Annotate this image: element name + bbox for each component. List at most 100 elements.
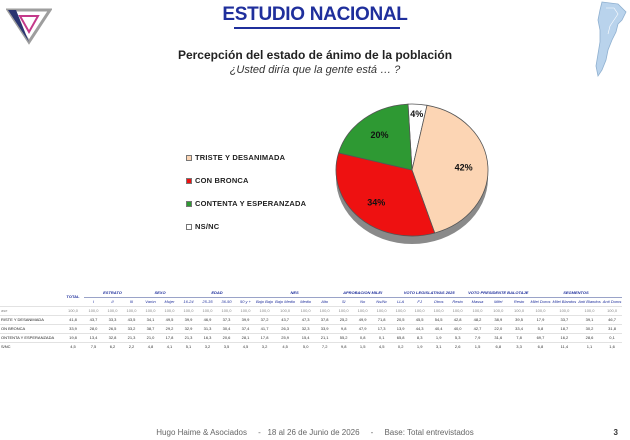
table-column-header: Otros bbox=[433, 299, 444, 304]
table-row: ONTENTA Y ESPERANZADA 19,8 13,4 32,8 21,3 21,… bbox=[0, 332, 623, 342]
legend-swatch bbox=[186, 177, 192, 184]
table-cell: 21,1 bbox=[315, 332, 335, 342]
table-cell: 21,0 bbox=[141, 332, 160, 342]
table-cell: 100,0 bbox=[601, 305, 623, 315]
table-cell: 38,7 bbox=[141, 323, 160, 333]
table-cell: 31,6 bbox=[487, 332, 509, 342]
table-cell: 1,5 bbox=[467, 341, 488, 351]
pie-data-label: 20% bbox=[370, 130, 388, 140]
table-cell: 21,3 bbox=[179, 332, 198, 342]
pie-slice bbox=[411, 104, 489, 234]
table-column-header: No bbox=[360, 299, 366, 304]
pie-data-label: 34% bbox=[367, 197, 385, 207]
table-cell: 16,2 bbox=[551, 332, 578, 342]
header-underline bbox=[234, 27, 400, 29]
table-cell: 20,5 bbox=[391, 314, 411, 324]
table-cell: 100,0 bbox=[529, 305, 552, 315]
table-cell: 25,9 bbox=[274, 332, 297, 342]
table-cell: 54,5 bbox=[429, 314, 449, 324]
table-cell: 0,1 bbox=[601, 332, 623, 342]
table-cell: 20,6 bbox=[217, 332, 236, 342]
table-column-header: Si bbox=[341, 299, 346, 304]
table-cell: 100,0 bbox=[487, 305, 509, 315]
table-column-header: 16-24 bbox=[183, 299, 194, 304]
table-cell: 100,0 bbox=[296, 305, 316, 315]
table-group-header: ESTRATO bbox=[84, 288, 141, 298]
table-cell: 3,2 bbox=[198, 341, 217, 351]
table-cell: 100,0 bbox=[334, 305, 354, 315]
table-cell: 47,3 bbox=[296, 314, 316, 324]
table-column-header: Mujer bbox=[164, 299, 175, 304]
footer-separator: - bbox=[258, 428, 261, 437]
table-cell: 0,1 bbox=[372, 332, 392, 342]
table-group-header: EDAD bbox=[179, 288, 255, 298]
table-cell: 41,7 bbox=[255, 323, 275, 333]
table-cell: 32,9 bbox=[179, 323, 198, 333]
legend-swatch bbox=[186, 154, 192, 161]
table-cell: 100,0 bbox=[198, 305, 217, 315]
table-cell: 65,8 bbox=[391, 332, 411, 342]
table-cell: 37,3 bbox=[217, 314, 236, 324]
table-cell: 43,7 bbox=[84, 314, 103, 324]
table-cell: 31,3 bbox=[198, 323, 217, 333]
table-group-header: SEXO bbox=[141, 288, 179, 298]
table-column-header: Alto bbox=[321, 299, 329, 304]
table-row: RISTE Y DESANIMADA 41,8 43,7 33,3 43,5 34,1 49… bbox=[0, 314, 623, 324]
chart-legend: TRISTE Y DESANIMADA CON BRONCA CONTENTA … bbox=[186, 146, 306, 238]
table-column-header: Resto bbox=[513, 299, 525, 304]
table-row: ase 100,0 100,0 100,0 100,0 100,0 100,0 100,0 10… bbox=[0, 305, 623, 315]
table-cell: 4,1 bbox=[160, 341, 179, 351]
table-cell: 34,1 bbox=[141, 314, 160, 324]
table-cell: 100,0 bbox=[122, 305, 141, 315]
table-cell: 1,9 bbox=[410, 341, 430, 351]
table-cell: 0,2 bbox=[391, 341, 411, 351]
table-column-header: Bajo Medio bbox=[275, 299, 296, 304]
table-cell: 100,0 bbox=[391, 305, 411, 315]
table-cell: 3,3 bbox=[508, 341, 530, 351]
table-cell: 33,2 bbox=[122, 323, 141, 333]
table-cell: 100,0 bbox=[551, 305, 578, 315]
table-cell: 15,4 bbox=[296, 332, 316, 342]
table-cell: 33,7 bbox=[551, 314, 578, 324]
table-row: S/NC 4,5 7,5 6,2 2,2 4,8 4,1 5,1 3,2 3,5 4,5 3,2 4,5… bbox=[0, 341, 623, 351]
table-cell: 25,2 bbox=[334, 314, 354, 324]
pie-chart: 4% 42% 34% 20% bbox=[335, 103, 489, 244]
legend-item: CON BRONCA bbox=[186, 169, 306, 192]
footer-agency: Hugo Haime & Asociados bbox=[156, 428, 247, 437]
pie-data-label: 42% bbox=[455, 163, 473, 173]
table-column-header: Anti Duros bbox=[602, 299, 622, 304]
table-cell: 1,5 bbox=[353, 341, 373, 351]
table-cell: 16,3 bbox=[198, 332, 217, 342]
table-group-header: NES bbox=[255, 288, 335, 298]
table-cell: 30,4 bbox=[217, 323, 236, 333]
table-column-header: Milei bbox=[494, 299, 503, 304]
table-cell: 37,8 bbox=[315, 314, 335, 324]
table-cell: 55,2 bbox=[334, 332, 354, 342]
table-cell: 100,0 bbox=[84, 305, 103, 315]
table-cell: 17,8 bbox=[160, 332, 179, 342]
table-cell: 28,6 bbox=[577, 332, 602, 342]
legend-label: CON BRONCA bbox=[195, 176, 249, 185]
table-cell: 42,8 bbox=[448, 314, 468, 324]
table-row: ON BRONCA 33,9 28,0 26,5 33,2 38,7 29,2 32,9 31,… bbox=[0, 323, 623, 333]
pie-slice bbox=[335, 152, 436, 237]
table-cell: 40,4 bbox=[429, 323, 449, 333]
table-cell: 18,7 bbox=[551, 323, 578, 333]
table-cell: 4,5 bbox=[372, 341, 392, 351]
table-cell: 46,7 bbox=[601, 314, 623, 324]
table-cell: 33,4 bbox=[508, 323, 530, 333]
table-cell-total: 100,0 bbox=[62, 305, 84, 315]
table-cell: 69,7 bbox=[529, 332, 552, 342]
table-cell: 6,8 bbox=[487, 341, 509, 351]
table-cell: 0,8 bbox=[353, 332, 373, 342]
table-cell: 100,0 bbox=[255, 305, 275, 315]
table-cell: 1,1 bbox=[577, 341, 602, 351]
table-cell: 100,0 bbox=[429, 305, 449, 315]
table-row-label: S/NC bbox=[0, 341, 62, 351]
table-cell: 100,0 bbox=[467, 305, 488, 315]
table-cell: 4,5 bbox=[274, 341, 297, 351]
page-number: 3 bbox=[613, 428, 618, 437]
table-cell: 4,5 bbox=[236, 341, 255, 351]
table-cell: 21,3 bbox=[122, 332, 141, 342]
table-cell: 1,6 bbox=[601, 341, 623, 351]
